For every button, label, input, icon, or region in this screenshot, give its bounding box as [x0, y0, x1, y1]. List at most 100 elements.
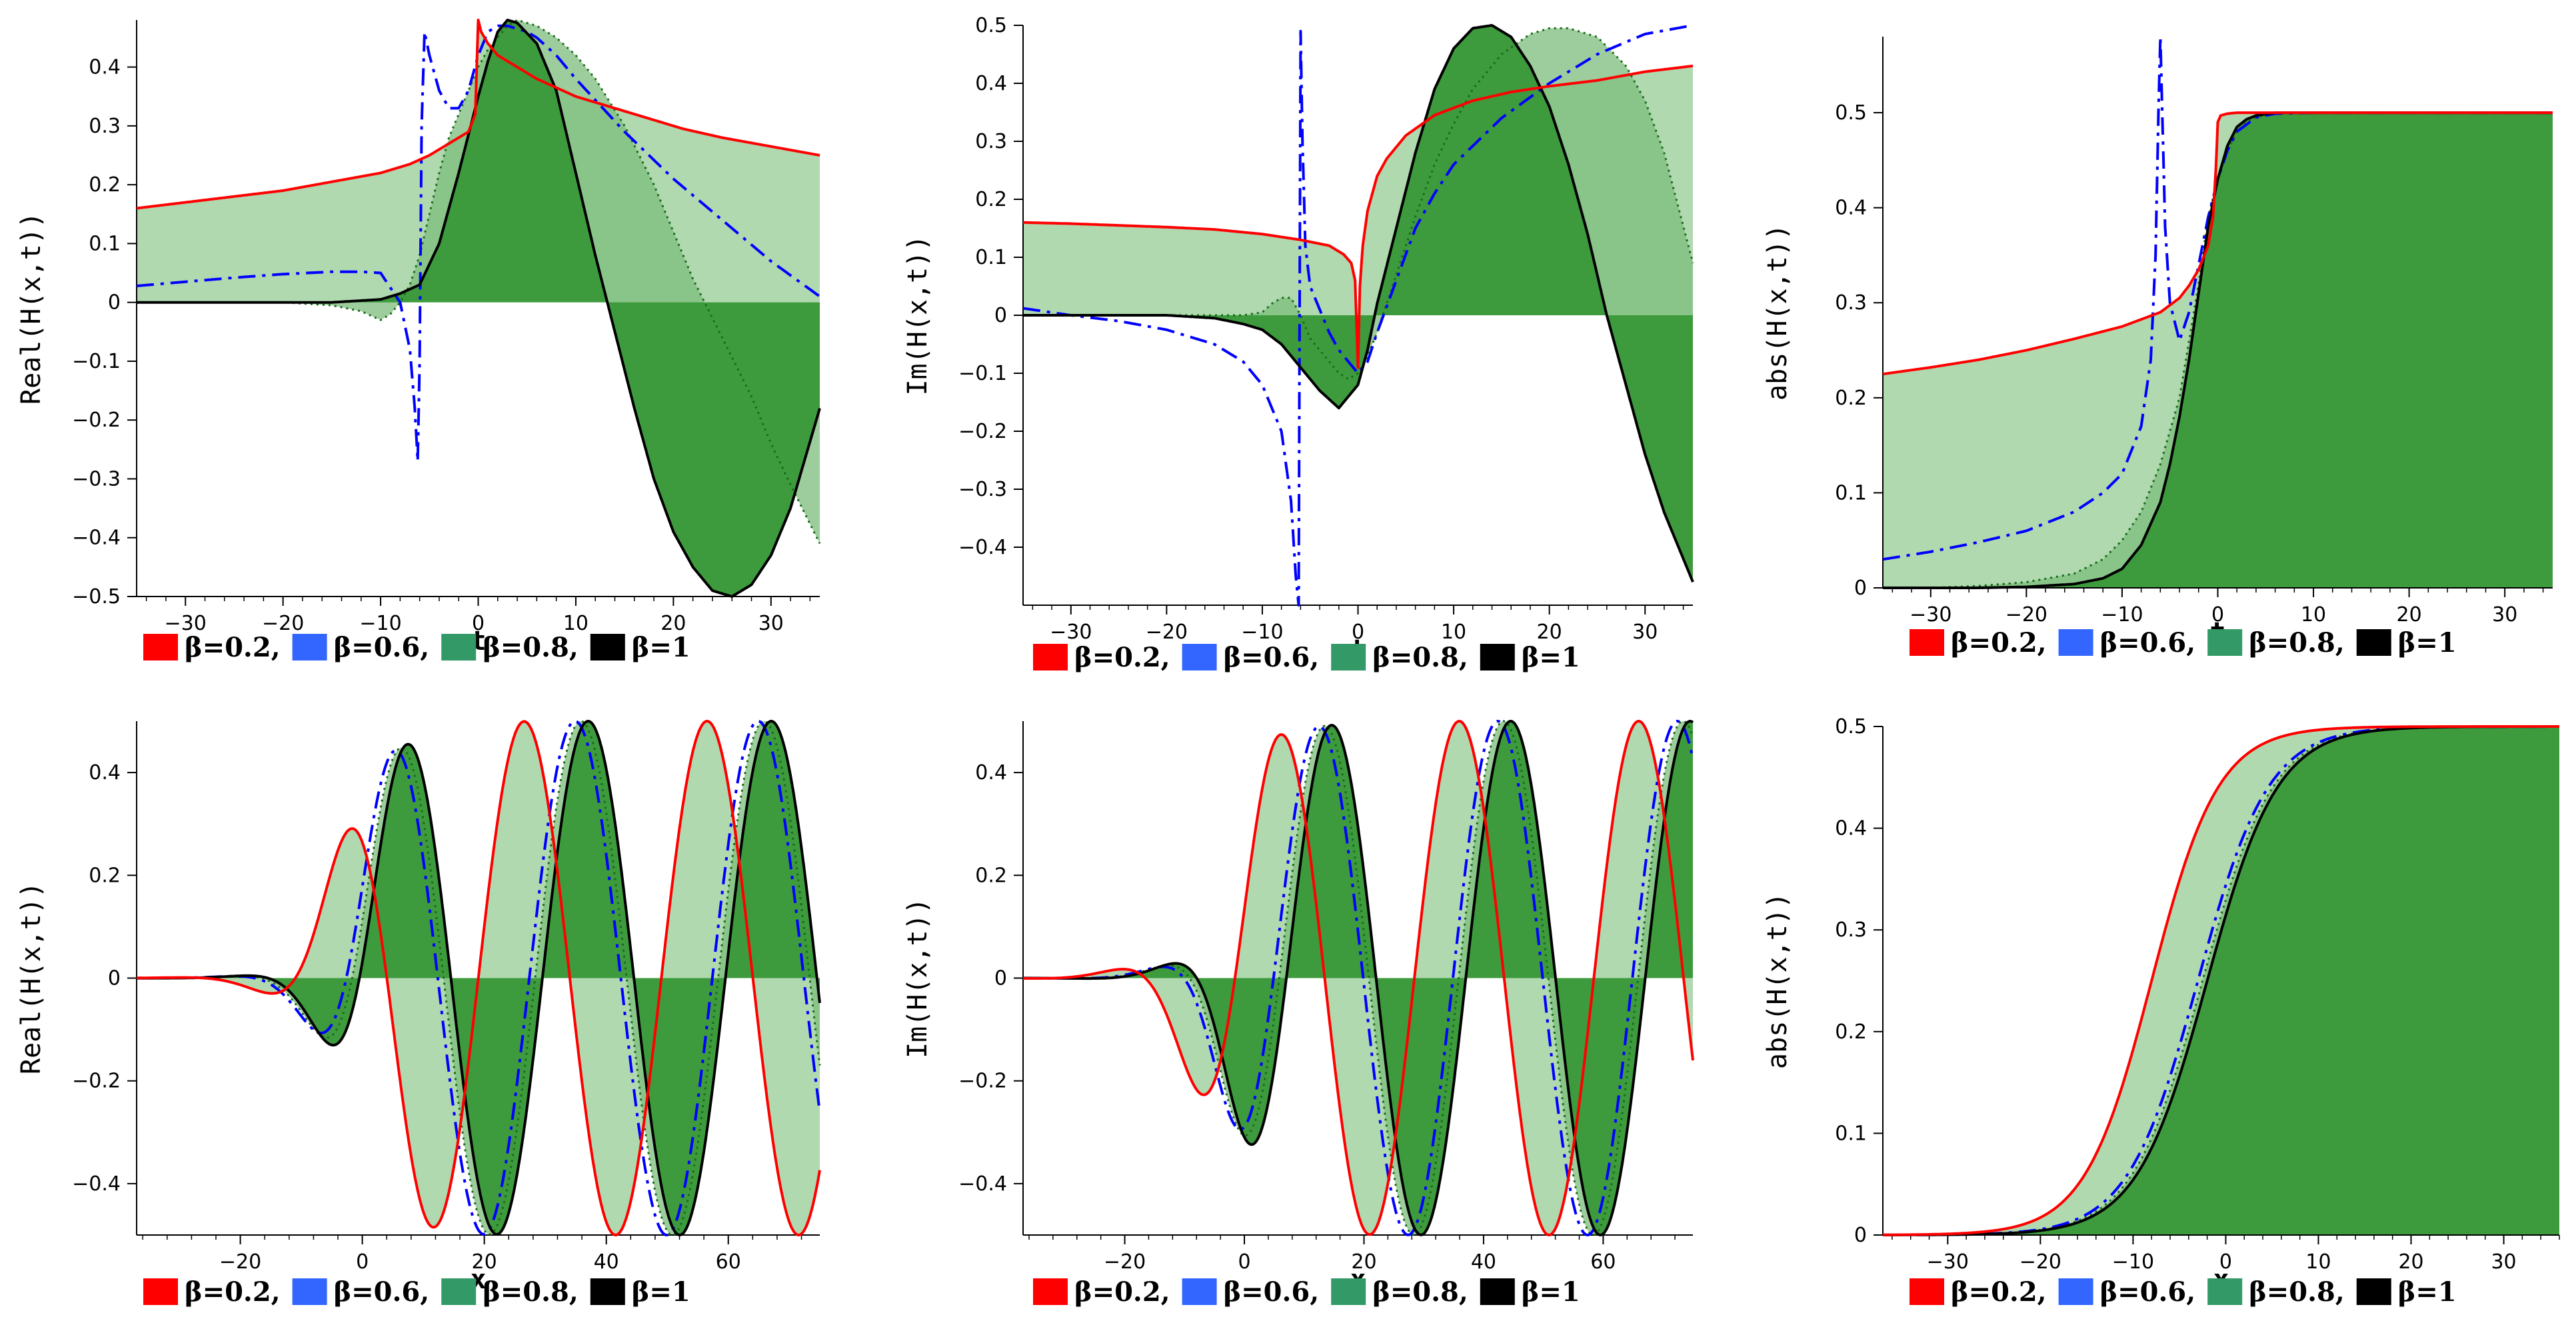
- y-tick-label: 0.5: [975, 14, 1007, 37]
- x-tick-label: 40: [594, 1250, 619, 1274]
- y-tick-label: 0.4: [89, 56, 121, 79]
- y-tick-label: 0.2: [975, 188, 1007, 211]
- legend-label: β=1: [2398, 1276, 2457, 1308]
- legend: β=0.2, β=0.6, β=0.8, β=1: [1033, 642, 1580, 673]
- fill-region-light: [1883, 113, 2553, 589]
- series-line-0-2: [136, 720, 821, 1236]
- x-tick-label: 0: [1352, 621, 1364, 644]
- x-tick-label: −10: [1241, 621, 1283, 644]
- legend-swatch: [590, 1278, 625, 1305]
- y-tick-label: 0.1: [975, 246, 1007, 269]
- legend: β=0.2, β=0.6, β=0.8, β=1: [143, 632, 690, 663]
- fill-region-dark: [137, 20, 820, 597]
- y-tick-label: 0.2: [975, 864, 1007, 887]
- x-tick-label: 60: [716, 1250, 741, 1274]
- legend-swatch: [2356, 1278, 2391, 1305]
- legend: β=0.2, β=0.6, β=0.8, β=1: [1910, 627, 2457, 659]
- y-tick-label: −0.4: [72, 527, 121, 550]
- x-tick-label: 40: [1471, 1250, 1496, 1274]
- y-tick-label: −0.4: [958, 1172, 1007, 1196]
- x-tick-label: 0: [356, 1250, 369, 1274]
- legend-label: β=1: [632, 632, 690, 663]
- legend-swatch: [1331, 644, 1366, 671]
- legend: β=0.2, β=0.6, β=0.8, β=1: [143, 1276, 690, 1308]
- y-tick-label: −0.2: [72, 1070, 121, 1093]
- x-tick-label: 20: [2397, 603, 2422, 627]
- y-tick-label: 0.3: [975, 130, 1007, 153]
- y-tick-label: 0.5: [1835, 101, 1867, 125]
- legend-label: β=0.2,: [185, 632, 281, 663]
- legend-label: β=1: [1522, 1276, 1580, 1308]
- y-tick-label: −0.5: [72, 585, 121, 609]
- series-line-0-2: [136, 19, 820, 210]
- x-tick-label: −30: [1910, 603, 1951, 627]
- y-tick-label: 0: [108, 967, 121, 990]
- legend-swatch: [2058, 1278, 2093, 1305]
- x-tick-label: 0: [1238, 1250, 1250, 1274]
- y-tick-label: 0.2: [1835, 387, 1867, 410]
- legend-swatch: [143, 634, 178, 661]
- y-axis-label: Im(H(x,t)): [902, 898, 933, 1058]
- x-tick-label: 0: [2211, 603, 2224, 627]
- y-axis-label: abs(H(x,t)): [1762, 224, 1793, 401]
- x-tick-label: 0: [2219, 1250, 2232, 1274]
- y-tick-label: 0.3: [1835, 291, 1867, 315]
- x-tick-label: −20: [2019, 1250, 2061, 1274]
- legend-swatch: [2356, 629, 2391, 656]
- legend: β=0.2, β=0.6, β=0.8, β=1: [1033, 1276, 1580, 1308]
- series-line-0-8: [137, 720, 821, 1236]
- series-line-1: [1022, 24, 1694, 583]
- chart-panel-abs_x: −30−20−10010203000.10.20.30.40.5xabs(H(x…: [1762, 715, 2560, 1308]
- legend-label: β=1: [632, 1276, 690, 1308]
- y-tick-label: 0.4: [975, 72, 1007, 95]
- x-tick-label: −20: [2005, 603, 2047, 627]
- legend-swatch: [1331, 1278, 1366, 1305]
- fill-region-dark: [1023, 721, 1693, 1235]
- y-tick-label: −0.2: [72, 409, 121, 432]
- series-line-0-6: [1022, 24, 1694, 607]
- x-tick-label: −30: [1927, 1250, 1969, 1274]
- x-tick-label: 30: [758, 612, 784, 635]
- y-tick-label: 0.4: [975, 761, 1007, 784]
- legend-label: β=0.2,: [1951, 627, 2047, 659]
- y-tick-label: −0.1: [958, 362, 1007, 385]
- y-tick-label: 0.4: [89, 761, 121, 784]
- series-line-1: [136, 19, 821, 598]
- series-line-0-2: [1022, 720, 1694, 1236]
- y-tick-label: 0: [994, 304, 1007, 327]
- x-tick-label: 20: [1351, 1250, 1376, 1274]
- x-tick-label: −10: [2101, 603, 2143, 627]
- series-line-0-8: [1022, 27, 1694, 381]
- x-tick-label: 60: [1590, 1250, 1616, 1274]
- y-tick-label: −0.3: [72, 467, 121, 491]
- fill-region-dark: [1023, 25, 1693, 583]
- x-tick-label: 10: [1441, 621, 1466, 644]
- y-tick-label: −0.2: [958, 1070, 1007, 1093]
- y-tick-label: 0: [994, 967, 1007, 990]
- y-tick-label: 0.1: [89, 232, 121, 255]
- x-tick-label: 20: [1537, 621, 1562, 644]
- legend-label: β=0.6,: [1224, 642, 1320, 673]
- fill-region-mid: [1023, 25, 1693, 583]
- x-tick-label: −20: [219, 1250, 261, 1274]
- y-tick-label: −0.3: [958, 478, 1007, 501]
- x-tick-label: −30: [165, 612, 207, 635]
- legend-label: β=0.6,: [2100, 1276, 2196, 1308]
- x-tick-label: 10: [563, 612, 589, 635]
- y-tick-label: 0.4: [1835, 197, 1867, 220]
- legend-label: β=0.6,: [2100, 627, 2196, 659]
- legend-label: β=0.2,: [1951, 1276, 2047, 1308]
- y-tick-label: 0: [1854, 1224, 1867, 1247]
- y-tick-label: 0.2: [1835, 1020, 1867, 1044]
- series-line-0-2: [1022, 64, 1694, 369]
- x-tick-label: 20: [660, 612, 686, 635]
- legend-label: β=0.8,: [1372, 642, 1468, 673]
- x-tick-label: 10: [2305, 1250, 2331, 1274]
- legend-swatch: [1033, 644, 1068, 671]
- x-tick-label: −10: [2112, 1250, 2154, 1274]
- x-tick-label: 30: [2491, 1250, 2516, 1274]
- series-line-0-8: [137, 19, 821, 545]
- fill-region-light: [1883, 726, 2559, 1235]
